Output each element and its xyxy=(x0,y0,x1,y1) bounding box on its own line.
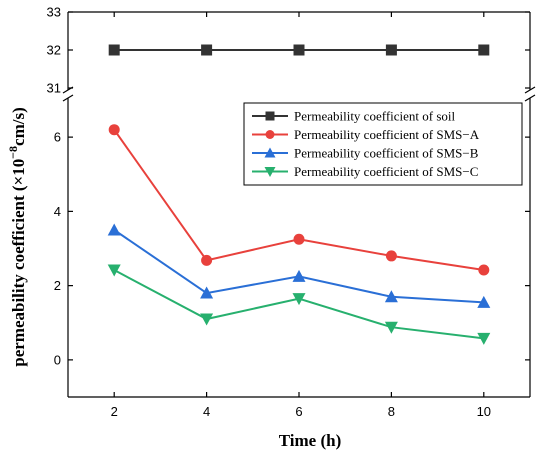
data-point-series-3 xyxy=(292,293,306,306)
data-point-series-3 xyxy=(200,313,214,326)
legend-swatch-marker xyxy=(264,147,276,158)
y-axis-label: permeability coefficient (×10−8cm/s) xyxy=(6,107,28,367)
legend-swatch-marker xyxy=(264,167,276,177)
y-tick-label: 4 xyxy=(54,204,61,219)
legend-swatch-marker xyxy=(265,111,275,121)
y-tick-label: 33 xyxy=(47,5,61,20)
data-point-series-2 xyxy=(477,295,491,308)
legend-label: Permeability coefficient of SMS−A xyxy=(294,127,480,142)
legend-label: Permeability coefficient of SMS−B xyxy=(294,146,479,161)
data-point-series-0 xyxy=(108,44,120,56)
x-tick-label: 2 xyxy=(111,404,118,419)
legend-swatch-marker xyxy=(265,130,275,139)
axis-break-mark xyxy=(524,94,536,102)
data-point-series-1 xyxy=(478,264,490,276)
y-tick-label: 6 xyxy=(54,130,61,145)
axes-group xyxy=(62,11,536,398)
data-point-series-1 xyxy=(108,124,120,136)
data-point-series-0 xyxy=(293,44,305,56)
data-point-series-3 xyxy=(107,264,121,277)
legend-label: Permeability coefficient of SMS−C xyxy=(294,164,478,179)
x-tick-label: 10 xyxy=(477,404,491,419)
axis-break-mark xyxy=(62,94,74,102)
y-tick-label: 31 xyxy=(47,81,61,96)
data-point-series-0 xyxy=(478,44,490,56)
data-point-series-3 xyxy=(477,332,491,345)
x-tick-label: 6 xyxy=(295,404,302,419)
y-tick-label: 0 xyxy=(54,352,61,367)
y-tick-label: 32 xyxy=(47,43,61,58)
x-tick-label: 8 xyxy=(388,404,395,419)
data-point-series-3 xyxy=(384,321,398,334)
data-point-series-0 xyxy=(385,44,397,56)
data-point-series-2 xyxy=(200,286,214,299)
data-point-series-1 xyxy=(293,233,305,245)
data-point-series-1 xyxy=(385,250,397,262)
legend-box xyxy=(243,102,523,186)
data-point-series-0 xyxy=(201,44,213,56)
x-axis-label: Time (h) xyxy=(279,431,342,450)
data-point-series-1 xyxy=(201,254,213,266)
axis-break-mark xyxy=(524,86,536,94)
y-tick-label: 2 xyxy=(54,278,61,293)
data-point-series-2 xyxy=(107,223,121,236)
legend: Permeability coefficient of soil Permeabi… xyxy=(243,102,523,186)
ticks-group: 2 4 6 8 10 31 32 33 0 2 4 6 xyxy=(47,5,530,419)
legend-label: Permeability coefficient of soil xyxy=(294,109,456,124)
data-point-series-2 xyxy=(384,290,398,303)
data-point-series-2 xyxy=(292,269,306,282)
series-group xyxy=(107,44,491,345)
x-tick-label: 4 xyxy=(203,404,210,419)
